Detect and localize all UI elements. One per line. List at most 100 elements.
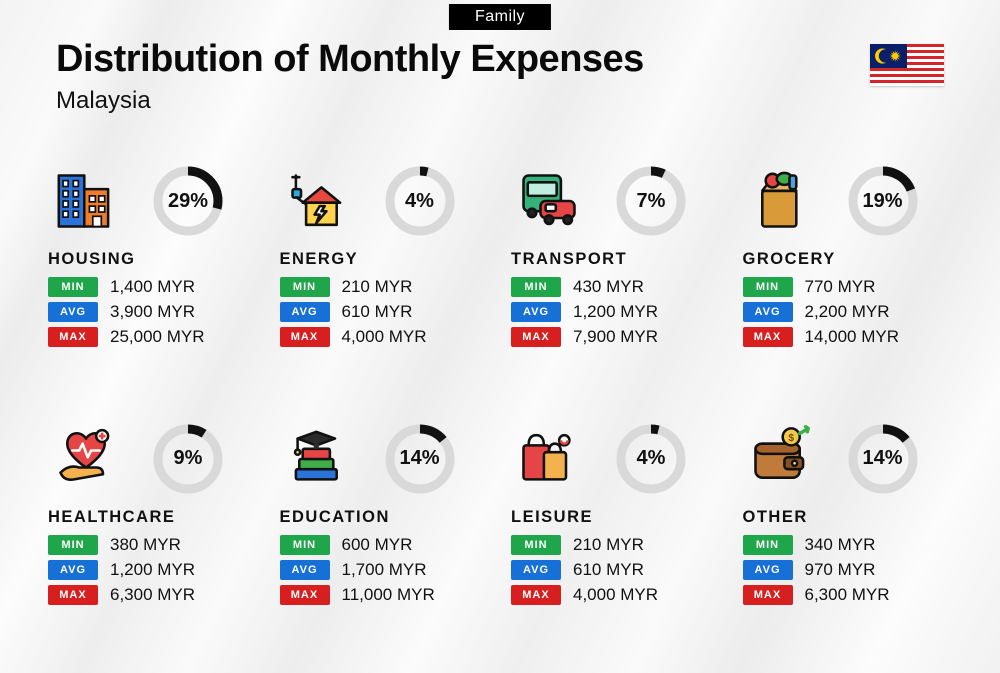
avg-value: 3,900 MYR <box>110 302 195 322</box>
category-name: LEISURE <box>511 508 729 527</box>
max-value: 7,900 MYR <box>573 327 658 347</box>
pct-ring-education: 14% <box>384 423 456 495</box>
avg-value: 1,200 MYR <box>573 302 658 322</box>
min-value: 210 MYR <box>573 535 644 555</box>
category-name: ENERGY <box>280 250 498 269</box>
avg-value: 610 MYR <box>573 560 644 580</box>
avg-pill: AVG <box>511 302 561 322</box>
malaysia-flag-icon <box>870 44 944 86</box>
min-value: 340 MYR <box>805 535 876 555</box>
max-value: 11,000 MYR <box>342 585 435 605</box>
expense-card-housing: 29% HOUSING MIN 1,400 MYR AVG 3,900 MYR … <box>48 162 266 394</box>
wallet-icon: $ <box>743 424 819 494</box>
min-pill: MIN <box>511 277 561 297</box>
pct-ring-other: 14% <box>847 423 919 495</box>
stats-block: MIN 770 MYR AVG 2,200 MYR MAX 14,000 MYR <box>743 277 961 347</box>
expense-card-transport: 7% TRANSPORT MIN 430 MYR AVG 1,200 MYR M… <box>511 162 729 394</box>
avg-pill: AVG <box>280 560 330 580</box>
category-name: HOUSING <box>48 250 266 269</box>
max-pill: MAX <box>280 327 330 347</box>
pct-label: 4% <box>384 165 456 237</box>
pct-ring-housing: 29% <box>152 165 224 237</box>
stats-block: MIN 210 MYR AVG 610 MYR MAX 4,000 MYR <box>511 535 729 605</box>
min-pill: MIN <box>280 535 330 555</box>
pct-label: 14% <box>384 423 456 495</box>
max-value: 4,000 MYR <box>573 585 658 605</box>
max-value: 25,000 MYR <box>110 327 205 347</box>
bus-car-icon <box>511 166 587 236</box>
shopping-bags-icon <box>511 424 587 494</box>
min-pill: MIN <box>743 535 793 555</box>
avg-pill: AVG <box>48 302 98 322</box>
stats-block: MIN 210 MYR AVG 610 MYR MAX 4,000 MYR <box>280 277 498 347</box>
expense-card-healthcare: 9% HEALTHCARE MIN 380 MYR AVG 1,200 MYR … <box>48 420 266 652</box>
max-pill: MAX <box>743 327 793 347</box>
pct-label: 29% <box>152 165 224 237</box>
max-value: 14,000 MYR <box>805 327 900 347</box>
pct-label: 19% <box>847 165 919 237</box>
min-pill: MIN <box>48 277 98 297</box>
pct-label: 14% <box>847 423 919 495</box>
min-pill: MIN <box>48 535 98 555</box>
avg-value: 1,700 MYR <box>342 560 427 580</box>
avg-value: 610 MYR <box>342 302 413 322</box>
pct-ring-grocery: 19% <box>847 165 919 237</box>
category-name: TRANSPORT <box>511 250 729 269</box>
min-value: 600 MYR <box>342 535 413 555</box>
expense-card-energy: 4% ENERGY MIN 210 MYR AVG 610 MYR MAX 4,… <box>280 162 498 394</box>
heart-hand-icon <box>48 424 124 494</box>
stats-block: MIN 600 MYR AVG 1,700 MYR MAX 11,000 MYR <box>280 535 498 605</box>
min-value: 1,400 MYR <box>110 277 195 297</box>
expense-card-education: 14% EDUCATION MIN 600 MYR AVG 1,700 MYR … <box>280 420 498 652</box>
pct-ring-transport: 7% <box>615 165 687 237</box>
avg-pill: AVG <box>280 302 330 322</box>
pct-ring-energy: 4% <box>384 165 456 237</box>
expense-cards-grid: 29% HOUSING MIN 1,400 MYR AVG 3,900 MYR … <box>48 162 960 651</box>
avg-value: 970 MYR <box>805 560 876 580</box>
category-tag: Family <box>449 4 551 30</box>
min-value: 210 MYR <box>342 277 413 297</box>
max-pill: MAX <box>511 327 561 347</box>
max-pill: MAX <box>48 585 98 605</box>
min-value: 770 MYR <box>805 277 876 297</box>
page-subtitle: Malaysia <box>56 87 944 115</box>
category-name: EDUCATION <box>280 508 498 527</box>
avg-pill: AVG <box>48 560 98 580</box>
category-name: HEALTHCARE <box>48 508 266 527</box>
avg-pill: AVG <box>511 560 561 580</box>
avg-pill: AVG <box>743 302 793 322</box>
max-value: 6,300 MYR <box>805 585 890 605</box>
min-pill: MIN <box>511 535 561 555</box>
avg-value: 1,200 MYR <box>110 560 195 580</box>
max-pill: MAX <box>743 585 793 605</box>
avg-value: 2,200 MYR <box>805 302 890 322</box>
pct-ring-leisure: 4% <box>615 423 687 495</box>
building-icon <box>48 166 124 236</box>
pct-ring-healthcare: 9% <box>152 423 224 495</box>
max-pill: MAX <box>280 585 330 605</box>
page-title: Distribution of Monthly Expenses <box>56 38 944 81</box>
max-pill: MAX <box>511 585 561 605</box>
avg-pill: AVG <box>743 560 793 580</box>
category-name: GROCERY <box>743 250 961 269</box>
pct-label: 7% <box>615 165 687 237</box>
max-value: 6,300 MYR <box>110 585 195 605</box>
max-pill: MAX <box>48 327 98 347</box>
min-pill: MIN <box>743 277 793 297</box>
svg-text:$: $ <box>788 433 794 444</box>
stats-block: MIN 1,400 MYR AVG 3,900 MYR MAX 25,000 M… <box>48 277 266 347</box>
min-value: 430 MYR <box>573 277 644 297</box>
min-pill: MIN <box>280 277 330 297</box>
expense-card-grocery: 19% GROCERY MIN 770 MYR AVG 2,200 MYR MA… <box>743 162 961 394</box>
stats-block: MIN 430 MYR AVG 1,200 MYR MAX 7,900 MYR <box>511 277 729 347</box>
stats-block: MIN 340 MYR AVG 970 MYR MAX 6,300 MYR <box>743 535 961 605</box>
header: Distribution of Monthly Expenses Malaysi… <box>56 38 944 115</box>
expense-card-other: $ 14% OTHER MIN 340 MYR AVG <box>743 420 961 652</box>
expense-card-leisure: 4% LEISURE MIN 210 MYR AVG 610 MYR MAX 4… <box>511 420 729 652</box>
max-value: 4,000 MYR <box>342 327 427 347</box>
stats-block: MIN 380 MYR AVG 1,200 MYR MAX 6,300 MYR <box>48 535 266 605</box>
books-grad-icon <box>280 424 356 494</box>
energy-house-icon <box>280 166 356 236</box>
category-name: OTHER <box>743 508 961 527</box>
grocery-bag-icon <box>743 166 819 236</box>
